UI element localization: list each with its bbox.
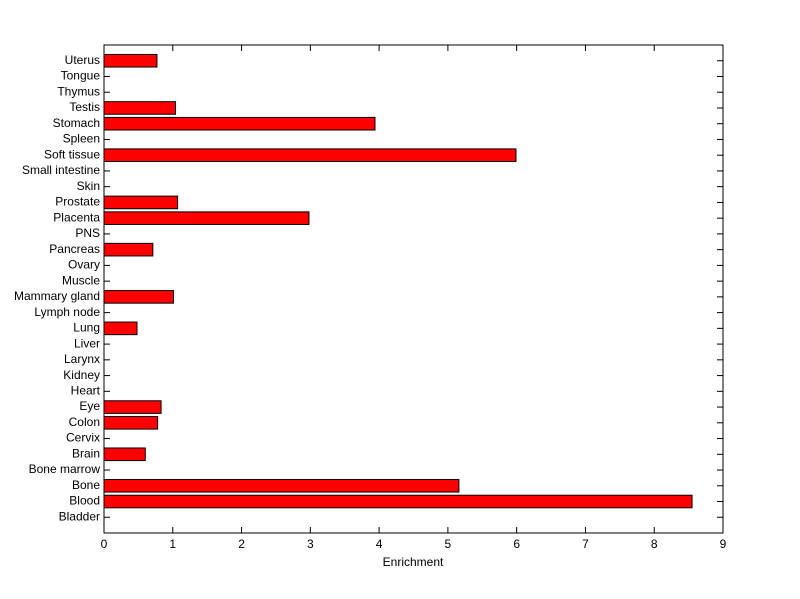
y-tick-label: PNS [75, 226, 100, 240]
y-tick-label: Thymus [57, 84, 100, 98]
y-tick-label: Spleen [63, 132, 100, 146]
bar [103, 242, 154, 257]
y-tick-label: Eye [79, 399, 100, 413]
y-tick-label: Heart [71, 383, 101, 397]
y-tick-label: Soft tissue [44, 147, 100, 161]
bar [103, 101, 177, 115]
y-tick-label: Mammary gland [14, 289, 100, 303]
x-tick-label: 8 [651, 537, 658, 551]
bar [103, 148, 517, 162]
y-tick-label: Prostate [55, 195, 100, 209]
y-tick-label: Bladder [59, 509, 100, 523]
x-tick-label: 0 [101, 537, 108, 551]
y-tick-label: Placenta [53, 210, 100, 224]
x-axis-label: Enrichment [383, 555, 444, 569]
y-tick-label: Lung [73, 321, 100, 335]
bar [103, 416, 159, 430]
y-tick-label: Liver [74, 336, 100, 350]
bar [103, 447, 146, 462]
x-tick-label: 5 [445, 537, 452, 551]
y-tick-label: Ovary [68, 258, 100, 272]
y-tick-label: Tongue [61, 69, 101, 83]
y-tick-label: Larynx [64, 352, 100, 366]
y-tick-label: Bone marrow [29, 462, 101, 476]
y-tick-label: Brain [72, 446, 100, 460]
bar [103, 321, 138, 336]
x-tick-label: 7 [582, 537, 589, 551]
y-tick-label: Pancreas [49, 242, 100, 256]
y-tick-label: Stomach [53, 116, 100, 130]
bar [103, 53, 158, 68]
y-tick-label: Kidney [63, 368, 100, 382]
bar [103, 211, 310, 225]
bar [103, 478, 460, 493]
bar [103, 116, 376, 131]
y-tick-label: Cervix [66, 431, 100, 445]
x-tick-label: 9 [720, 537, 727, 551]
y-tick-label: Skin [77, 179, 100, 193]
bar [103, 290, 174, 304]
bar [103, 494, 693, 509]
bar [103, 195, 179, 210]
y-tick-label: Testis [69, 100, 100, 114]
x-tick-label: 1 [169, 537, 176, 551]
y-tick-label: Uterus [65, 53, 100, 67]
y-tick-label: Bone [72, 478, 100, 492]
y-tick-label: Colon [69, 415, 100, 429]
y-tick-label: Small intestine [22, 163, 100, 177]
y-tick-label: Muscle [62, 273, 100, 287]
bar [103, 400, 162, 414]
x-tick-label: 3 [307, 537, 314, 551]
y-tick-label: Blood [69, 494, 100, 508]
y-tick-label: Lymph node [34, 305, 100, 319]
x-tick-label: 2 [238, 537, 245, 551]
x-tick-label: 6 [513, 537, 520, 551]
axes-box [103, 44, 724, 534]
x-tick-label: 4 [376, 537, 383, 551]
